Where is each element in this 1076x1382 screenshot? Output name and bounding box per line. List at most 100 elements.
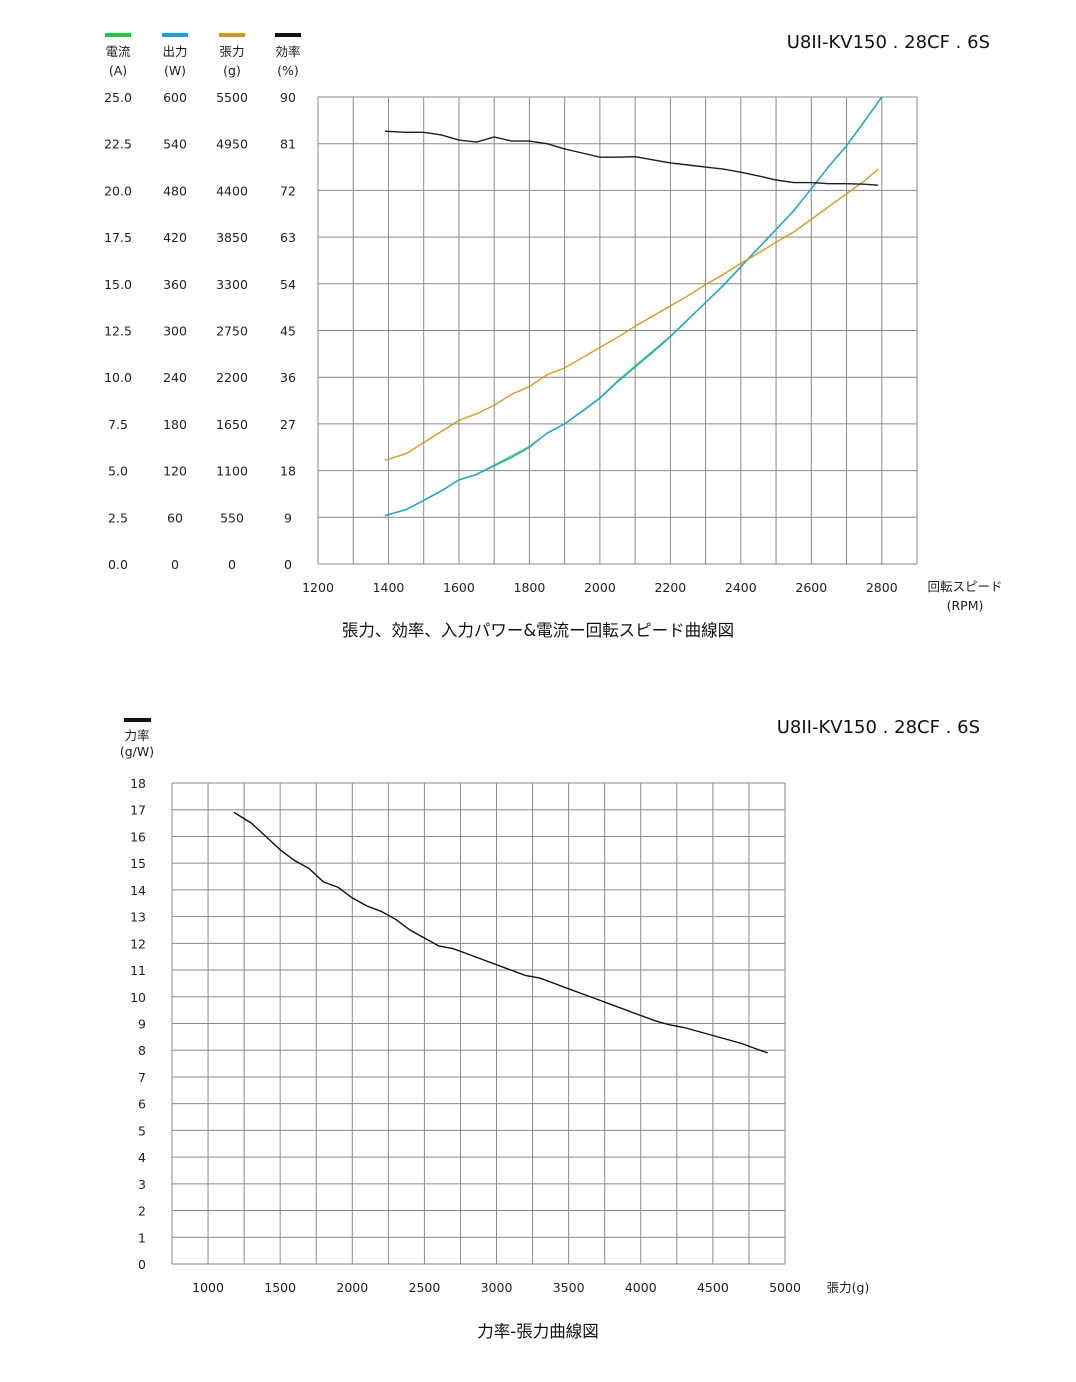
x-tick-label: 1200 <box>302 580 334 595</box>
y-tick-label: 7 <box>138 1070 146 1085</box>
y-tick-label: 10.0 <box>104 370 132 385</box>
y-tick-label: 17 <box>130 803 146 818</box>
model-name: U8II-KV150 . 28CF . 6S <box>787 32 990 53</box>
y-tick-label: 54 <box>280 277 296 292</box>
x-axis-label: 張力(g) <box>827 1280 870 1295</box>
x-tick-label: 3000 <box>481 1280 513 1295</box>
legend-swatch <box>162 33 188 37</box>
x-tick-label: 2800 <box>866 580 898 595</box>
axis-name: 電流 <box>105 44 131 59</box>
y-tick-label: 13 <box>130 910 146 925</box>
y-tick-label: 5500 <box>216 90 248 105</box>
y-tick-label: 420 <box>163 230 187 245</box>
y-tick-label: 2 <box>138 1204 146 1219</box>
x-tick-label: 5000 <box>769 1280 801 1295</box>
chart-efficiency-thrust: U8II-KV150 . 28CF . 6S力率(g/W)18171615141… <box>120 717 980 1341</box>
y-tick-label: 63 <box>280 230 296 245</box>
x-tick-label: 2000 <box>336 1280 368 1295</box>
chart-title: 張力、効率、入力パワー&電流ー回転スピード曲線図 <box>342 621 734 640</box>
y-tick-label: 72 <box>280 183 296 198</box>
y-tick-label: 1 <box>138 1230 146 1245</box>
x-tick-label: 1600 <box>443 580 475 595</box>
y-tick-label: 3 <box>138 1177 146 1192</box>
legend-swatch <box>219 33 245 37</box>
y-tick-label: 1650 <box>216 417 248 432</box>
y-tick-label: 15.0 <box>104 277 132 292</box>
x-tick-label: 2000 <box>584 580 616 595</box>
y-tick-label: 14 <box>130 883 146 898</box>
axis-unit: (W) <box>164 63 186 78</box>
model-name: U8II-KV150 . 28CF . 6S <box>777 717 980 738</box>
chart-speed: U8II-KV150 . 28CF . 6S 電流 (A) 25.0 22.5 20.0 1… <box>104 32 1002 640</box>
y-tick-label: 2750 <box>216 324 248 339</box>
y-tick-label: 9 <box>284 510 292 525</box>
y-tick-label: 4 <box>138 1150 146 1165</box>
x-tick-label: 1800 <box>514 580 546 595</box>
y-tick-label: 25.0 <box>104 90 132 105</box>
y-tick-label: 60 <box>167 510 183 525</box>
axis-unit: (%) <box>277 63 299 78</box>
axis-unit: (g) <box>223 63 241 78</box>
axis-name: 張力 <box>219 44 244 59</box>
axis-name: 効率 <box>275 44 300 59</box>
y-tick-label: 5 <box>138 1123 146 1138</box>
x-tick-label: 4000 <box>625 1280 657 1295</box>
axis-unit: (A) <box>109 63 127 78</box>
y-tick-label: 4950 <box>216 137 248 152</box>
grid <box>171 782 786 1265</box>
y-tick-label: 22.5 <box>104 137 132 152</box>
y-tick-label: 12.5 <box>104 324 132 339</box>
y-tick-label: 18 <box>130 776 146 791</box>
x-tick-label: 2200 <box>654 580 686 595</box>
y-tick-label: 90 <box>280 90 296 105</box>
y-tick-label: 8 <box>138 1043 146 1058</box>
x-tick-label: 2600 <box>795 580 827 595</box>
y-tick-label: 9 <box>138 1017 146 1032</box>
y-tick-label: 4400 <box>216 183 248 198</box>
y-tick-label: 20.0 <box>104 183 132 198</box>
y-tick-label: 18 <box>280 464 296 479</box>
x-tick-label: 2500 <box>409 1280 441 1295</box>
grid <box>317 96 918 565</box>
x-tick-label: 2400 <box>725 580 757 595</box>
y-tick-label: 180 <box>163 417 187 432</box>
y-tick-label: 0 <box>171 557 179 572</box>
y-tick-label: 45 <box>280 324 296 339</box>
legend-swatch <box>124 718 151 722</box>
x-tick-label: 1500 <box>264 1280 296 1295</box>
series-line-力率 <box>233 811 768 1054</box>
y-tick-label: 540 <box>163 137 187 152</box>
y-tick-label: 0 <box>138 1257 146 1272</box>
x-tick-label: 1000 <box>192 1280 224 1295</box>
y-tick-label: 0 <box>228 557 236 572</box>
x-tick-label: 4500 <box>697 1280 729 1295</box>
y-tick-label: 36 <box>280 370 296 385</box>
y-tick-label: 6 <box>138 1097 146 1112</box>
y-tick-label: 360 <box>163 277 187 292</box>
x-tick-label: 3500 <box>553 1280 585 1295</box>
y-tick-label: 240 <box>163 370 187 385</box>
y-tick-label: 7.5 <box>108 417 128 432</box>
y-tick-label: 15 <box>130 856 146 871</box>
y-tick-label: 17.5 <box>104 230 132 245</box>
legend-swatch <box>105 33 131 37</box>
y-tick-label: 0 <box>284 557 292 572</box>
y-axis-unit: (g/W) <box>120 744 154 759</box>
series-line-張力 <box>384 168 879 462</box>
y-tick-label: 5.0 <box>108 464 128 479</box>
y-tick-label: 120 <box>163 464 187 479</box>
y-tick-label: 11 <box>130 963 146 978</box>
y-tick-label: 10 <box>130 990 146 1005</box>
y-tick-label: 2.5 <box>108 510 128 525</box>
y-axis-label: 力率 <box>124 728 149 743</box>
axis-name: 出力 <box>162 44 187 59</box>
y-tick-label: 12 <box>130 936 146 951</box>
y-tick-label: 0.0 <box>108 557 128 572</box>
y-tick-label: 3300 <box>216 277 248 292</box>
y-tick-label: 600 <box>163 90 187 105</box>
x-axis-unit: (RPM) <box>947 598 984 613</box>
series-line-出力 <box>384 96 883 517</box>
y-tick-label: 1100 <box>216 464 248 479</box>
x-axis-label: 回転スピード <box>927 579 1002 594</box>
y-tick-label: 300 <box>163 324 187 339</box>
